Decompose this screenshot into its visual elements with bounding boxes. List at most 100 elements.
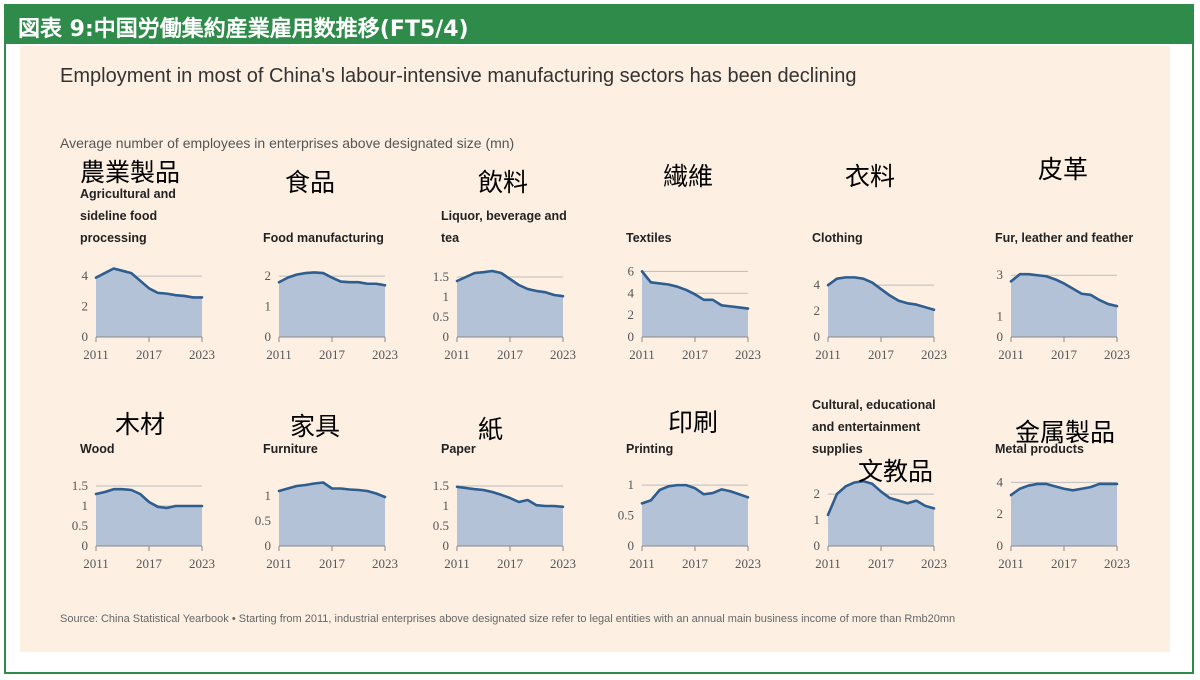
jp-label-food: 食品 [285, 168, 336, 197]
chart-title: Employment in most of China's labour-int… [60, 65, 857, 87]
x-tick-label: 2023 [1104, 556, 1130, 571]
panel-title-line: tea [441, 231, 460, 245]
jp-label-agricultural: 農業製品 [80, 158, 181, 187]
area-fill [457, 486, 563, 546]
y-tick-label: 0 [814, 329, 821, 344]
chart-subtitle: Average number of employees in enterpris… [60, 135, 515, 151]
jp-label-metal: 金属製品 [1015, 418, 1116, 447]
panel-title-line: Liquor, beverage and [441, 209, 567, 223]
x-tick-label: 2011 [815, 347, 841, 362]
panel-title-line: Wood [80, 442, 114, 456]
x-tick-label: 2017 [497, 556, 524, 571]
jp-label-beverage: 飲料 [478, 168, 529, 197]
panel-title-line: sideline food [80, 209, 157, 223]
series-line [94, 487, 204, 510]
y-tick-label: 0 [265, 329, 272, 344]
y-tick-label: 6 [628, 263, 635, 278]
x-tick-label: 2023 [372, 556, 398, 571]
y-tick-label: 2 [265, 268, 272, 283]
x-tick-label: 2011 [998, 347, 1024, 362]
panel-title-line: Food manufacturing [263, 231, 384, 245]
y-tick-label: 0 [997, 329, 1004, 344]
y-tick-label: 2 [82, 299, 89, 314]
y-tick-label: 1.5 [72, 478, 88, 493]
jp-label-cultural: 文教品 [858, 457, 934, 486]
panel-title-line: Textiles [626, 231, 672, 245]
y-tick-label: 4 [82, 268, 89, 283]
y-tick-label: 2 [997, 506, 1004, 521]
y-tick-label: 0.5 [255, 513, 271, 528]
area-fill [1011, 483, 1117, 546]
series-line [1009, 482, 1119, 497]
y-tick-label: 4 [628, 285, 635, 300]
x-tick-label: 2017 [868, 347, 895, 362]
x-tick-label: 2017 [1051, 556, 1078, 571]
source-note: Source: China Statistical Yearbook • Sta… [60, 613, 956, 625]
x-tick-label: 2017 [682, 556, 709, 571]
panel-title-line: Fur, leather and feather [995, 231, 1133, 245]
x-tick-label: 2011 [629, 556, 655, 571]
x-tick-label: 2011 [266, 347, 292, 362]
x-tick-label: 2017 [136, 347, 163, 362]
y-tick-label: 2 [814, 486, 821, 501]
y-tick-label: 0.5 [72, 518, 88, 533]
y-tick-label: 0 [265, 538, 272, 553]
chart-5: Clothing 0 2 4 2011 2017 2023 [812, 231, 947, 362]
x-tick-label: 2011 [266, 556, 292, 571]
y-tick-label: 0 [443, 329, 450, 344]
area-fill [96, 268, 202, 337]
area-fill [828, 277, 934, 337]
chart-1: Agricultural and sideline food processing 0… [80, 187, 215, 362]
chart-12: Metal products 0 2 4 2011 2017 2023 [995, 442, 1130, 571]
chart-8: Furniture 0 0.5 1 2011 2017 2023 [255, 442, 398, 571]
x-tick-label: 2017 [319, 347, 346, 362]
panel-title-line: Furniture [263, 442, 318, 456]
area-fill [642, 271, 748, 337]
x-tick-label: 2023 [550, 556, 576, 571]
y-tick-label: 2 [814, 303, 821, 318]
x-tick-label: 2011 [815, 556, 841, 571]
series-line [1009, 272, 1119, 308]
area-fill [642, 485, 748, 546]
series-line [277, 481, 387, 499]
x-tick-label: 2017 [868, 556, 895, 571]
area-fill [457, 271, 563, 337]
panel-title-line: Metal products [995, 442, 1084, 456]
jp-label-paper: 紙 [478, 415, 504, 444]
panel-title-line: Paper [441, 442, 476, 456]
x-tick-label: 2011 [444, 347, 470, 362]
x-tick-label: 2017 [682, 347, 709, 362]
y-tick-label: 1.5 [433, 478, 449, 493]
x-tick-label: 2011 [444, 556, 470, 571]
x-tick-label: 2023 [1104, 347, 1130, 362]
jp-label-printing: 印刷 [668, 408, 719, 437]
y-tick-label: 1 [265, 488, 272, 503]
x-tick-label: 2023 [550, 347, 576, 362]
figure-header: 図表 9:中国労働集約産業雇用数推移(FT5/4) [6, 6, 1192, 44]
panel-title-line: supplies [812, 442, 863, 456]
chart-6: Fur, leather and feather 0 1 3 2011 2017 2023 [995, 231, 1133, 362]
y-tick-label: 1 [997, 308, 1004, 323]
series-line [455, 485, 565, 509]
x-tick-label: 2023 [735, 556, 761, 571]
x-tick-label: 2023 [189, 556, 215, 571]
y-tick-label: 0 [82, 538, 89, 553]
y-tick-label: 0.5 [433, 309, 449, 324]
y-tick-label: 3 [997, 267, 1004, 282]
chart-11: Cultural, educational and entertainment su… [812, 398, 947, 571]
series-line [94, 267, 204, 299]
x-tick-label: 2023 [372, 347, 398, 362]
y-tick-label: 1.5 [433, 269, 449, 284]
series-line [640, 270, 750, 310]
y-tick-label: 1 [628, 477, 635, 492]
panel-title-line: Clothing [812, 231, 863, 245]
area-fill [1011, 274, 1117, 337]
y-tick-label: 0.5 [618, 508, 634, 523]
y-tick-label: 0.5 [433, 518, 449, 533]
panel-title-line: Cultural, educational [812, 398, 936, 412]
y-tick-label: 1 [814, 512, 821, 527]
x-tick-label: 2017 [1051, 347, 1078, 362]
chart-3: Liquor, beverage and tea 0 0.5 1 1.5 2011 2017 2… [433, 209, 576, 362]
y-tick-label: 4 [997, 474, 1004, 489]
area-fill [279, 272, 385, 337]
